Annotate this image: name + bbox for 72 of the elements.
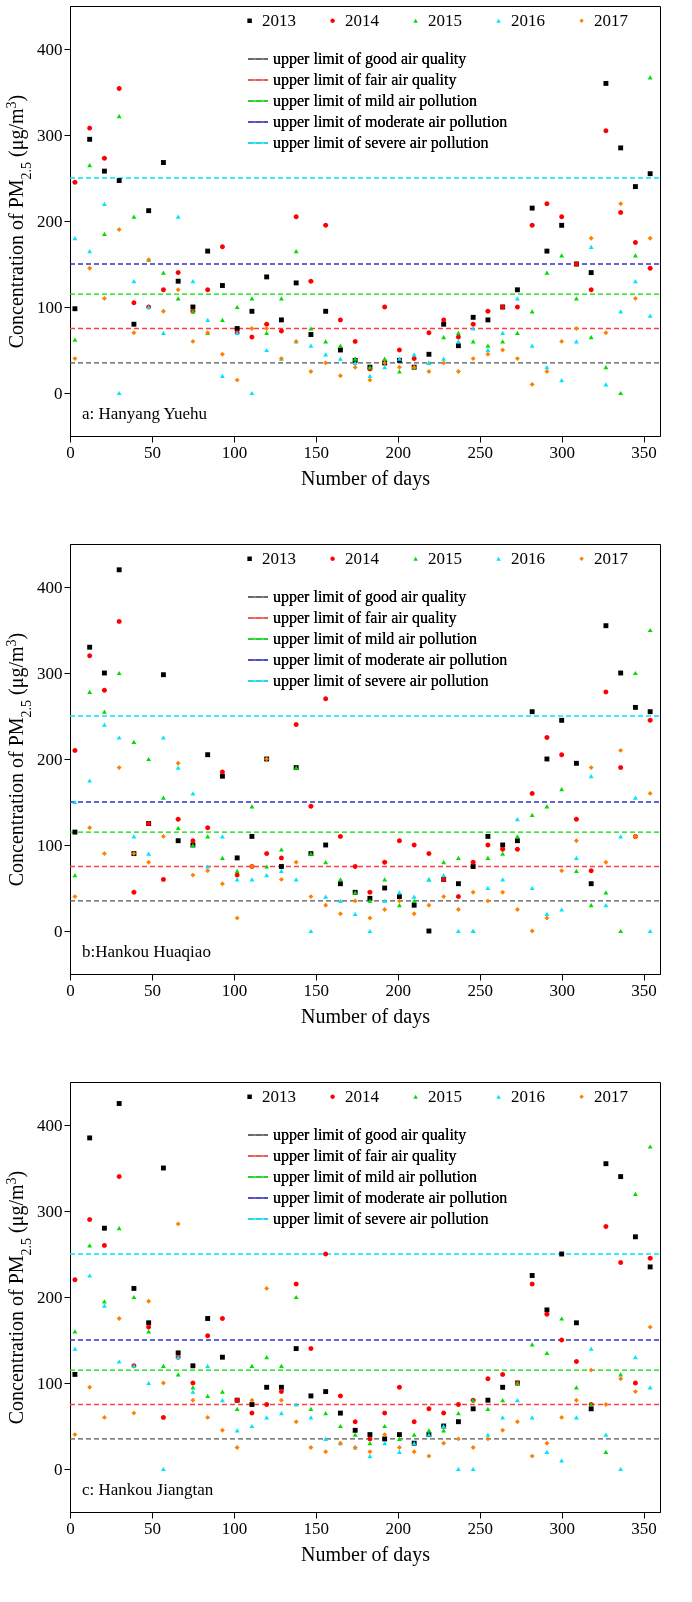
x-axis-title: Number of days (301, 466, 431, 490)
x-tick-label: 50 (143, 442, 161, 462)
legend-label: 2016 (511, 1086, 546, 1106)
legend-label: 2016 (511, 548, 546, 568)
y-tick-label: 100 (37, 297, 63, 317)
x-tick-label: 350 (631, 980, 657, 1000)
y-tick-label: 400 (37, 39, 63, 59)
legend-label: upper limit of severe air pollution (273, 672, 489, 690)
y-tick-label: 300 (37, 1201, 63, 1221)
legend-label: upper limit of good air quality (273, 50, 467, 68)
y-tick-label: 300 (37, 663, 63, 683)
legend-label: upper limit of severe air pollution (273, 134, 489, 152)
x-axis-title: Number of days (301, 1004, 431, 1028)
y-tick-label: 300 (37, 125, 63, 145)
legend-label: upper limit of fair air quality (273, 1147, 457, 1165)
annotation: a: Hanyang Yuehu (82, 404, 208, 423)
y-tick-label: 200 (37, 749, 63, 769)
x-tick-label: 250 (467, 980, 493, 1000)
y-tick-label: 100 (37, 1373, 63, 1393)
x-tick-label: 100 (221, 1518, 248, 1538)
x-tick-label: 200 (385, 442, 412, 462)
y-tick-label: 0 (54, 383, 63, 403)
legend-label: 2017 (594, 1086, 629, 1106)
x-tick-label: 300 (549, 980, 575, 1000)
y-tick-label: 400 (37, 1115, 63, 1135)
x-tick-label: 200 (385, 1518, 412, 1538)
legend-label: upper limit of good air quality (273, 1126, 467, 1144)
x-tick-label: 300 (549, 1518, 575, 1538)
x-tick-label: 150 (303, 442, 330, 462)
x-tick-label: 250 (467, 1518, 493, 1538)
annotation: b:Hankou Huaqiao (82, 942, 211, 961)
legend-label: upper limit of mild air pollution (273, 630, 477, 648)
y-tick-label: 0 (54, 921, 63, 941)
x-tick-label: 350 (631, 1518, 657, 1538)
annotation: c: Hankou Jiangtan (82, 1480, 214, 1499)
legend-label: upper limit of good air quality (273, 588, 467, 606)
legend-label: 2015 (428, 1086, 463, 1106)
y-tick-label: 100 (37, 835, 63, 855)
legend-label: upper limit of moderate air pollution (273, 651, 508, 669)
x-tick-label: 50 (143, 980, 161, 1000)
legend-label: upper limit of fair air quality (273, 71, 457, 89)
legend-label: 2015 (428, 10, 463, 30)
legend-label: 2014 (345, 548, 380, 568)
legend-label: 2017 (594, 10, 629, 30)
legend-label: 2015 (428, 548, 463, 568)
x-tick-label: 350 (631, 442, 657, 462)
legend-label: upper limit of fair air quality (273, 609, 457, 627)
legend-label: 2013 (262, 548, 297, 568)
x-tick-label: 200 (385, 980, 412, 1000)
x-tick-label: 100 (221, 442, 248, 462)
y-tick-label: 200 (37, 211, 63, 231)
legend-label: upper limit of mild air pollution (273, 92, 477, 110)
legend-label: upper limit of moderate air pollution (273, 113, 508, 131)
legend-label: upper limit of mild air pollution (273, 1168, 477, 1186)
x-tick-label: 250 (467, 442, 493, 462)
legend-label: 2017 (594, 548, 629, 568)
x-tick-label: 50 (143, 1518, 161, 1538)
y-tick-label: 200 (37, 1287, 63, 1307)
x-tick-label: 150 (303, 1518, 330, 1538)
legend-label: 2013 (262, 10, 297, 30)
legend-label: 2013 (262, 1086, 297, 1106)
x-tick-label: 300 (549, 442, 575, 462)
y-tick-label: 0 (54, 1459, 63, 1479)
legend-label: 2014 (345, 10, 380, 30)
legend-label: 2016 (511, 10, 546, 30)
x-axis-title: Number of days (301, 1542, 431, 1566)
x-tick-label: 150 (303, 980, 330, 1000)
y-tick-label: 400 (37, 577, 63, 597)
legend-label: upper limit of severe air pollution (273, 1210, 489, 1228)
legend-label: upper limit of moderate air pollution (273, 1189, 508, 1207)
legend-label: 2014 (345, 1086, 380, 1106)
x-tick-label: 100 (221, 980, 248, 1000)
